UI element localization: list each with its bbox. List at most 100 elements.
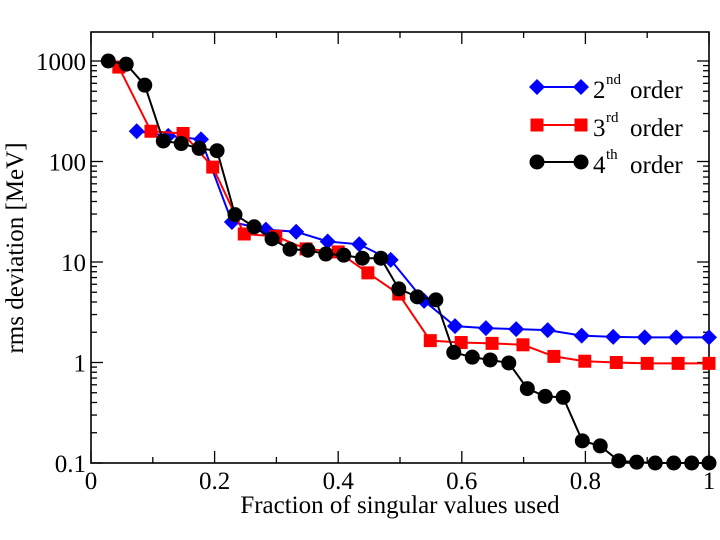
data-point [155,133,171,149]
data-point [428,292,444,308]
y-tick-label: 10 [61,250,86,277]
x-tick-label: 0.2 [199,468,230,495]
data-point [519,381,535,397]
data-point [501,355,517,371]
data-point [485,336,499,350]
legend-label-sup: th [606,147,618,163]
data-point [464,349,480,365]
y-tick-label: 100 [49,150,87,177]
data-point [137,77,153,93]
data-point [516,338,530,352]
data-point [409,289,425,305]
data-point [547,349,561,363]
data-point [640,356,654,370]
legend-marker [574,118,588,132]
plot-area-border [90,31,710,464]
x-tick-label: 0.8 [570,468,601,495]
data-point [206,160,220,174]
data-point [454,336,468,350]
data-point [319,233,336,250]
data-point [592,438,608,454]
data-point [373,250,389,266]
data-point [100,53,116,69]
data-point [578,354,592,368]
data-point [702,356,716,370]
data-point [118,56,134,72]
y-tick-label: 0.1 [55,451,86,478]
data-point [264,231,280,247]
data-point [351,236,368,253]
axis-ticks [90,32,710,464]
data-point [573,327,590,344]
series-2-order [128,123,717,346]
series-line [108,60,709,464]
data-point [537,388,553,404]
series-3-order [112,60,716,370]
legend-marker [530,118,544,132]
series-line [117,66,709,365]
data-point [282,241,298,257]
data-point [318,246,334,262]
x-tick-label: 0.6 [446,468,477,495]
legend-label-sup: nd [606,72,622,88]
data-point [300,242,316,258]
legend-label-sup: rd [606,110,619,126]
data-point [482,352,498,368]
data-point [447,318,464,335]
y-tick-label: 1 [74,351,87,378]
data-point [144,124,158,138]
data-point [237,227,251,241]
data-point [611,453,627,469]
data-point [671,356,685,370]
legend-label-rest: order [630,152,683,179]
x-axis-label: Fraction of singular values used [240,492,560,519]
data-point [382,251,399,268]
y-axis-label: rms deviation [MeV] [2,142,29,353]
data-point [128,123,145,140]
legend-label-base: 2 [593,77,606,104]
data-point [173,136,189,152]
data-point [684,455,700,471]
x-tick-label: 1 [703,468,716,495]
data-point [446,344,462,360]
data-point [354,250,370,266]
series-layer [100,53,717,471]
data-point [668,329,685,346]
legend-marker [529,79,545,95]
data-point [609,356,623,369]
series-4-order [100,53,717,471]
x-tick-label: 0 [85,468,98,495]
x-tick-label: 0.4 [323,468,355,495]
data-point [423,334,437,348]
data-point [361,266,375,280]
data-point [636,329,653,346]
data-point [539,322,556,339]
data-point [191,140,207,156]
data-point [227,207,243,223]
plot-frame [90,31,710,464]
y-tick-label: 1000 [36,49,86,76]
data-point [574,433,590,449]
data-point [605,328,622,345]
data-point [701,455,717,471]
data-point [629,454,645,470]
data-point [647,455,663,471]
data-point [336,247,352,263]
legend-label-rest: order [630,77,683,104]
legend-label-base: 3 [593,115,606,142]
data-point [508,321,525,338]
data-point [246,219,262,235]
data-point [391,281,407,297]
legend-marker [573,154,589,170]
data-point [701,329,717,346]
legend-marker [529,154,545,170]
data-point [555,389,571,405]
legend-marker [573,79,589,95]
legend-label-base: 4 [593,152,606,179]
data-point [666,455,682,471]
